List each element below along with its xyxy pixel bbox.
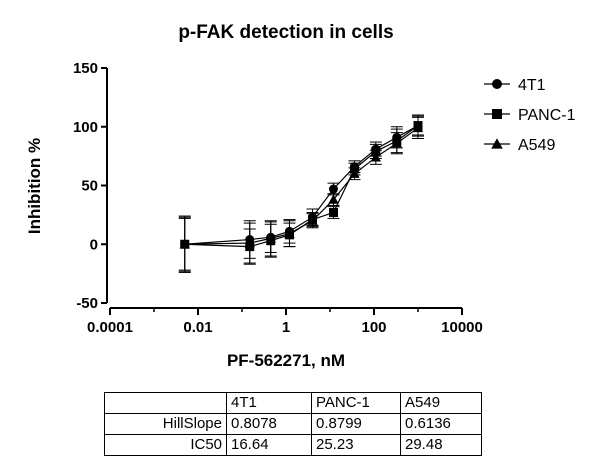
data-point [349, 168, 360, 178]
y-axis-label: Inhibition % [25, 138, 44, 234]
data-point [491, 138, 503, 149]
summary-table: 4T1 PANC-1 A549 HillSlope 0.8078 0.8799 … [104, 392, 482, 456]
y-tick-label: 50 [81, 178, 98, 195]
table-cell: 29.48 [400, 434, 482, 456]
data-point [492, 109, 502, 119]
data-point [412, 122, 424, 133]
x-tick-label: 0.0001 [87, 319, 133, 336]
data-point [179, 239, 190, 249]
data-point [265, 233, 276, 243]
data-point [244, 237, 255, 248]
legend-label: A549 [518, 137, 555, 154]
x-tick-label: 100 [361, 319, 386, 336]
series-a549 [178, 116, 424, 272]
data-point [307, 215, 318, 225]
y-tick-label: 0 [90, 236, 98, 253]
chart-title: p-FAK detection in cells [178, 22, 393, 43]
x-tick-label: 0.01 [183, 319, 212, 336]
table-header-cell: 4T1 [226, 392, 312, 414]
y-tick-label: 100 [73, 119, 98, 136]
plot-area [178, 114, 424, 273]
table-cell: 16.64 [226, 434, 312, 456]
chart-ticks: -50 0 50 100 150 0.0001 0.01 1 100 10000 [73, 60, 483, 336]
series-line [184, 127, 419, 245]
data-point [328, 184, 338, 194]
table-cell: 0.8078 [226, 413, 312, 435]
data-point [284, 228, 295, 238]
x-tick-label: 1 [282, 319, 290, 336]
x-tick-label: 10000 [441, 319, 483, 336]
series-line [184, 125, 419, 248]
table-row: HillSlope 0.8078 0.8799 0.6136 [104, 413, 482, 435]
table-header-cell: PANC-1 [311, 392, 401, 414]
table-cell: 0.6136 [400, 413, 482, 435]
chart-axes [106, 68, 462, 309]
chart-legend: 4T1 PANC-1 A549 [484, 77, 576, 154]
data-point [328, 208, 338, 218]
y-tick-label: -50 [76, 295, 98, 312]
series-4t1 [178, 115, 424, 273]
y-tick-label: 150 [73, 60, 98, 77]
legend-item-4t1: 4T1 [484, 77, 546, 94]
table-row-label: IC50 [104, 434, 227, 456]
table-row-label: HillSlope [104, 413, 227, 435]
legend-item-a549: A549 [484, 137, 555, 154]
legend-label: PANC-1 [518, 107, 576, 124]
data-point [370, 152, 381, 162]
series-panc-1 [178, 114, 424, 271]
table-header-row: 4T1 PANC-1 A549 [104, 392, 482, 414]
table-cell: 0.8799 [311, 413, 401, 435]
legend-label: 4T1 [518, 77, 546, 94]
x-axis-label: PF-562271, nM [227, 351, 345, 370]
legend-item-panc-1: PANC-1 [484, 107, 576, 124]
series-line [184, 125, 419, 245]
data-point [492, 79, 502, 89]
dose-response-chart: p-FAK detection in cells -50 0 50 100 150 0.0… [25, 22, 576, 370]
table-cell: 25.23 [311, 434, 401, 456]
table-header-cell: A549 [400, 392, 482, 414]
table-row: IC50 16.64 25.23 29.48 [104, 434, 482, 456]
table-header-cell [104, 392, 227, 414]
data-point [391, 138, 402, 148]
data-point [328, 194, 339, 204]
